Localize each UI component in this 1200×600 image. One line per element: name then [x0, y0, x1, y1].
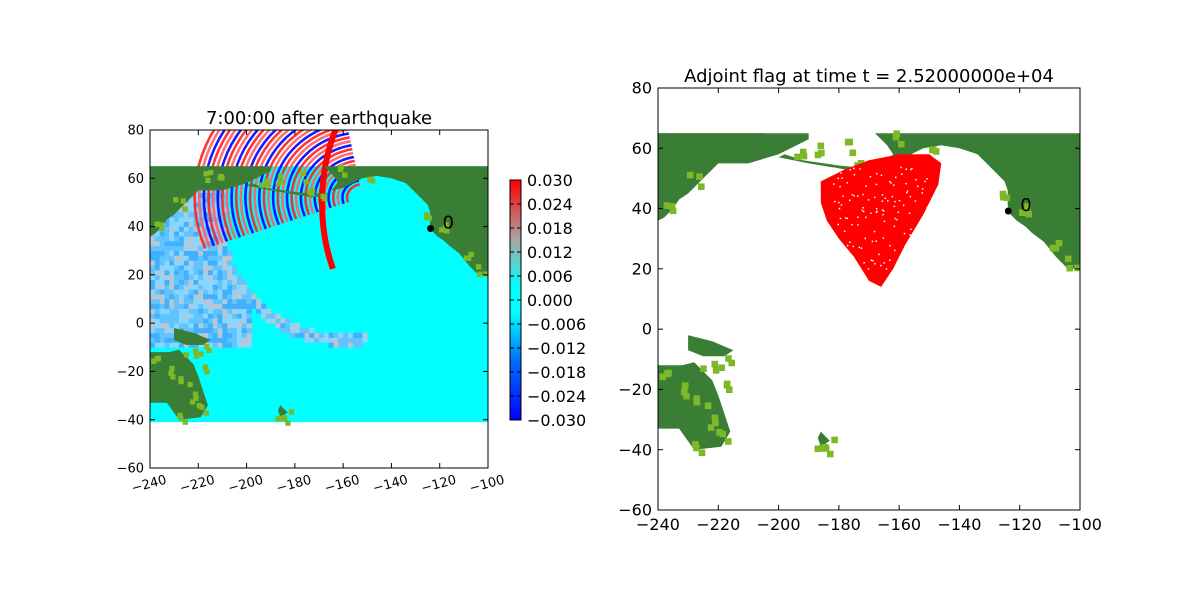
colorbar-tick-label: −0.024	[527, 387, 586, 406]
right-gauge-label: 0	[1020, 195, 1031, 216]
left-gauge-marker	[427, 225, 435, 233]
right-xtick-label: −100	[1058, 515, 1102, 534]
colorbar-tick-label: 0.012	[527, 243, 573, 262]
right-xtick-label: −140	[937, 515, 981, 534]
right-plot-frame	[657, 87, 1081, 511]
right-ytick-label: −60	[618, 501, 652, 520]
right-xtick-label: −220	[696, 515, 740, 534]
left-ytick-label: 0	[136, 317, 144, 332]
right-chart-title: Adjoint flag at time t = 2.52000000e+04	[684, 66, 1054, 87]
left-xtick-label: −100	[468, 473, 506, 497]
colorbar-tick-label: −0.018	[527, 363, 586, 382]
left-xtick-label: −140	[371, 473, 409, 497]
right-ytick-label: −20	[618, 380, 652, 399]
colorbar-tick-label: 0.030	[527, 171, 573, 190]
left-xtick-label: −180	[275, 473, 313, 497]
left-gauge-label: 0	[443, 213, 454, 234]
right-gauge-marker	[1004, 207, 1012, 215]
left-map	[150, 130, 488, 426]
left-chart-title: 7:00:00 after earthquake	[206, 108, 432, 129]
colorbar-tick-label: 0.018	[527, 219, 573, 238]
right-ytick-label: 0	[642, 320, 652, 339]
colorbar-tick-label: 0.006	[527, 267, 573, 286]
left-ytick-label: −60	[117, 462, 144, 477]
left-ytick-label: 80	[127, 124, 144, 139]
colorbar-tick-label: −0.006	[527, 315, 586, 334]
left-xtick-label: −160	[323, 473, 361, 497]
colorbar-tick-label: −0.012	[527, 339, 586, 358]
right-ytick-label: 60	[632, 139, 652, 158]
left-xtick-label: −220	[178, 473, 216, 497]
left-ytick-label: 20	[127, 268, 144, 283]
colorbar: 0.030 0.024 0.018 0.012 0.006 0.000 −0.006 −0.0…	[509, 171, 586, 430]
right-xtick-label: −160	[877, 515, 921, 534]
colorbar-tick-label: 0.024	[527, 195, 573, 214]
right-ytick-label: 40	[632, 199, 652, 218]
left-ytick-label: −20	[117, 365, 144, 380]
right-ytick-label: −40	[618, 440, 652, 459]
right-xtick-label: −240	[636, 515, 680, 534]
left-ytick-label: 60	[127, 172, 144, 187]
right-map	[658, 130, 1080, 458]
right-ytick-label: 80	[632, 79, 652, 98]
right-chart: Adjoint flag at time t = 2.52000000e+04 …	[618, 66, 1102, 534]
colorbar-tick-label: 0.000	[527, 291, 573, 310]
right-xtick-label: −200	[757, 515, 801, 534]
left-xtick-label: −200	[226, 473, 264, 497]
left-ytick-label: −40	[117, 413, 144, 428]
left-xtick-label: −120	[420, 473, 458, 497]
left-chart: 7:00:00 after earthquake −240 −220 −200 −18…	[117, 108, 507, 497]
colorbar-tick-label: −0.030	[527, 411, 586, 430]
left-ytick-label: 40	[127, 220, 144, 235]
right-xtick-label: −180	[817, 515, 861, 534]
left-plot-frame	[149, 129, 489, 469]
right-ytick-label: 20	[632, 259, 652, 278]
right-xtick-label: −120	[998, 515, 1042, 534]
